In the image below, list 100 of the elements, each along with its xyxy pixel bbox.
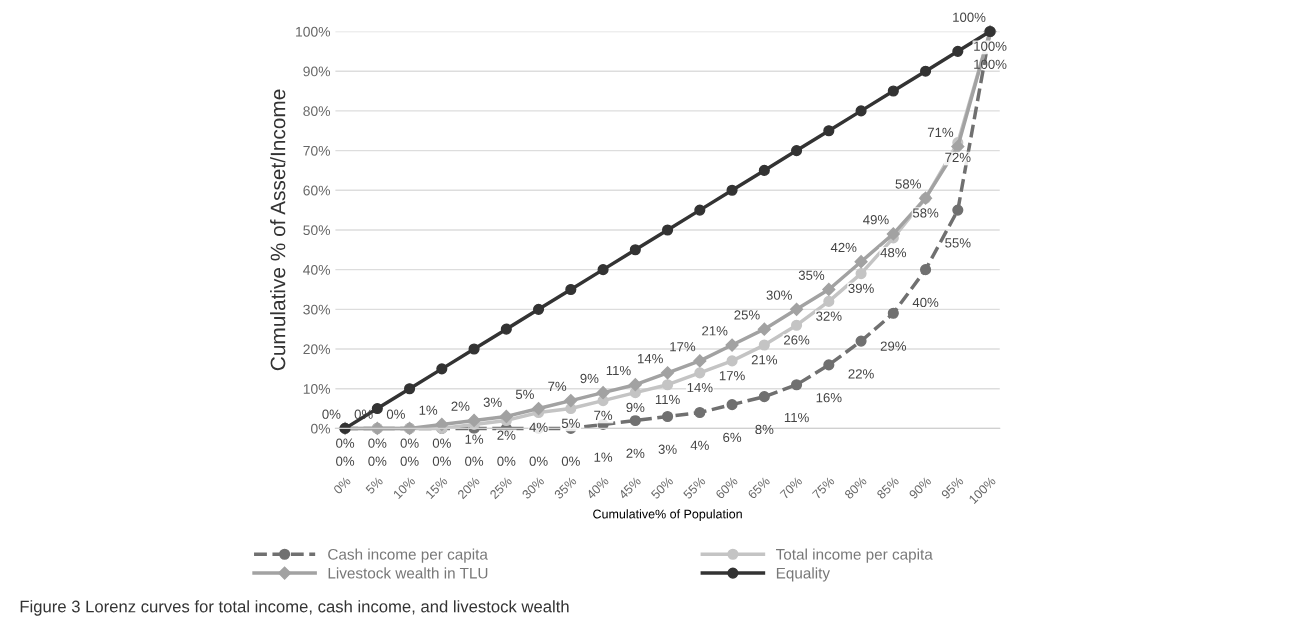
data-label: 9%	[580, 373, 599, 384]
y-tick-label: 50%	[303, 225, 331, 236]
data-label: 26%	[784, 335, 810, 345]
data-label: 0%	[368, 438, 387, 448]
data-label: 7%	[548, 381, 567, 392]
x-tick-label: 10%	[392, 476, 416, 500]
data-label: 0%	[561, 456, 580, 466]
data-label: 7%	[594, 410, 613, 420]
data-label: 40%	[912, 297, 939, 308]
data-label: 3%	[658, 444, 677, 454]
data-label: 0%	[336, 456, 355, 466]
x-tick-label: 65%	[747, 476, 771, 500]
data-label: 0%	[432, 456, 451, 466]
data-label: 49%	[863, 215, 889, 225]
data-label: 17%	[670, 342, 696, 352]
data-label: 11%	[606, 365, 631, 376]
data-label: 30%	[766, 290, 792, 300]
data-label: 8%	[755, 424, 774, 435]
data-label: 100%	[953, 12, 986, 22]
data-label: 72%	[945, 152, 971, 162]
y-axis-title: Cumulative % of Asset/Income	[270, 89, 286, 371]
data-label: 2%	[497, 430, 516, 440]
x-tick-label: 20%	[457, 476, 481, 500]
y-tick-label: 30%	[303, 304, 331, 315]
data-label: 100%	[974, 41, 1007, 51]
data-label: 4%	[690, 440, 709, 450]
legend-label: Livestock wealth in TLU	[328, 567, 488, 579]
data-label: 55%	[945, 238, 971, 248]
x-tick-label: 0%	[332, 476, 352, 495]
data-label: 39%	[848, 283, 874, 294]
data-label: 9%	[626, 402, 645, 413]
data-label: 11%	[655, 394, 680, 405]
x-tick-label: 50%	[650, 476, 674, 500]
data-label: 2%	[451, 401, 470, 411]
data-label: 21%	[751, 355, 778, 365]
data-label: 17%	[719, 371, 745, 381]
x-tick-label: 85%	[876, 476, 900, 500]
data-label: 0%	[497, 456, 516, 466]
data-label: 1%	[465, 434, 484, 444]
data-label: 1%	[419, 405, 438, 415]
data-label: 42%	[830, 242, 857, 253]
x-tick-label: 60%	[715, 476, 739, 500]
y-tick-label: 40%	[303, 264, 331, 275]
data-label: 11%	[784, 412, 809, 423]
x-axis-title: Cumulative% of Population	[593, 509, 742, 521]
x-tick-label: 75%	[811, 476, 835, 500]
caption: Figure 3 Lorenz curves for total income, cash income, and livestock wealth	[20, 600, 569, 616]
data-label: 48%	[880, 247, 907, 258]
legend-label: Cash income per capita	[328, 548, 488, 563]
data-label: 16%	[816, 393, 842, 403]
x-tick-label: 5%	[365, 476, 384, 495]
x-tick-label: 45%	[618, 476, 642, 500]
data-label: 35%	[798, 270, 825, 280]
data-label: 0%	[465, 456, 484, 466]
data-label: 29%	[880, 341, 907, 351]
data-label: 71%	[927, 127, 954, 137]
data-label: 0%	[336, 438, 355, 448]
data-label: 5%	[515, 389, 534, 399]
data-label: 2%	[626, 448, 645, 458]
data-label: 0%	[432, 438, 451, 448]
data-label: 1%	[594, 452, 613, 462]
x-tick-label: 80%	[844, 476, 868, 500]
x-tick-label: 70%	[779, 476, 803, 500]
y-tick-label: 0%	[311, 423, 331, 434]
legend-label: Total income per capita	[776, 548, 933, 563]
x-tick-label: 25%	[489, 476, 513, 500]
y-tick-label: 20%	[303, 344, 331, 355]
data-label: 0%	[368, 456, 387, 466]
y-tick-label: 90%	[303, 66, 331, 77]
data-label: 100%	[974, 59, 1007, 69]
x-tick-label: 40%	[585, 476, 610, 500]
data-label: 32%	[816, 311, 842, 321]
data-label: 58%	[895, 179, 921, 189]
data-label: 4%	[529, 422, 548, 432]
x-tick-label: 90%	[908, 476, 932, 500]
data-label: 0%	[400, 456, 419, 466]
x-tick-label: 15%	[425, 476, 448, 500]
x-tick-label: 95%	[940, 476, 964, 500]
data-label: 58%	[912, 208, 939, 218]
y-tick-label: 80%	[303, 106, 331, 117]
data-label: 6%	[723, 432, 742, 443]
data-label: 0%	[322, 409, 341, 419]
x-tick-label: 35%	[553, 476, 577, 500]
data-label: 3%	[483, 397, 502, 407]
y-tick-label: 70%	[303, 145, 331, 156]
data-label: 0%	[529, 456, 548, 466]
legend-label: Equality	[776, 567, 830, 582]
data-label: 5%	[561, 418, 580, 428]
y-tick-label: 60%	[303, 185, 331, 196]
data-label: 14%	[638, 354, 663, 364]
data-label: 21%	[702, 326, 728, 336]
data-label: 25%	[734, 310, 760, 320]
data-label: 22%	[848, 369, 874, 379]
data-label: 0%	[400, 438, 419, 448]
x-tick-label: 55%	[682, 476, 706, 500]
y-tick-label: 10%	[303, 384, 331, 394]
data-label: 0%	[386, 409, 405, 419]
y-tick-label: 100%	[296, 26, 331, 37]
data-label: 14%	[687, 382, 713, 393]
x-tick-label: 30%	[521, 476, 545, 500]
